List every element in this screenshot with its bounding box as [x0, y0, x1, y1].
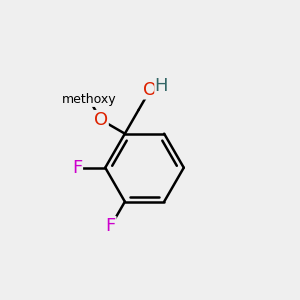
Text: methoxy: methoxy	[62, 93, 117, 106]
Text: F: F	[105, 217, 116, 235]
Text: O: O	[143, 81, 157, 99]
Text: F: F	[72, 159, 82, 177]
Text: O: O	[94, 111, 108, 129]
Text: H: H	[154, 77, 168, 95]
